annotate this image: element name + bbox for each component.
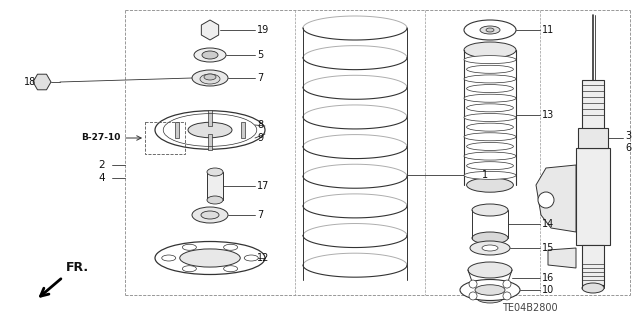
Ellipse shape [486, 28, 494, 32]
Ellipse shape [464, 133, 516, 141]
Ellipse shape [467, 65, 513, 73]
Text: 5: 5 [257, 50, 263, 60]
Ellipse shape [182, 266, 196, 272]
Text: B-27-10: B-27-10 [82, 133, 121, 143]
Ellipse shape [470, 241, 510, 255]
Ellipse shape [162, 255, 176, 261]
Ellipse shape [475, 285, 505, 295]
Ellipse shape [472, 204, 508, 216]
Ellipse shape [467, 162, 513, 170]
Ellipse shape [192, 207, 228, 223]
Text: 7: 7 [257, 73, 263, 83]
Bar [582, 245, 604, 285]
Ellipse shape [464, 171, 516, 179]
Text: 16: 16 [542, 273, 554, 283]
Text: 4: 4 [98, 173, 104, 183]
Ellipse shape [464, 42, 516, 58]
Circle shape [503, 292, 511, 300]
Text: 17: 17 [257, 181, 269, 191]
Ellipse shape [182, 244, 196, 250]
Ellipse shape [467, 142, 513, 151]
Text: TE04B2800: TE04B2800 [502, 303, 558, 313]
Bar [241, 122, 245, 138]
Text: 11: 11 [542, 25, 554, 35]
Ellipse shape [464, 75, 516, 83]
Text: 7: 7 [257, 210, 263, 220]
Bar [208, 134, 212, 150]
Ellipse shape [474, 280, 506, 292]
Ellipse shape [223, 244, 237, 250]
Ellipse shape [192, 70, 228, 86]
Ellipse shape [155, 111, 265, 149]
Ellipse shape [460, 279, 520, 300]
Ellipse shape [467, 178, 513, 192]
Bar [207, 172, 223, 200]
Ellipse shape [464, 94, 516, 102]
Circle shape [469, 280, 477, 288]
Ellipse shape [223, 266, 237, 272]
Polygon shape [33, 74, 51, 90]
Text: 15: 15 [542, 243, 554, 253]
Ellipse shape [207, 168, 223, 176]
Ellipse shape [180, 249, 240, 267]
Text: 18: 18 [24, 77, 36, 87]
Ellipse shape [467, 85, 513, 93]
Circle shape [538, 192, 554, 208]
Ellipse shape [472, 232, 508, 244]
Ellipse shape [200, 74, 220, 84]
Ellipse shape [194, 48, 226, 62]
Text: FR.: FR. [66, 261, 89, 274]
Polygon shape [536, 165, 576, 232]
Bar [208, 110, 212, 126]
Text: 8: 8 [257, 120, 263, 130]
Ellipse shape [188, 122, 232, 138]
Text: 1: 1 [482, 170, 488, 180]
Ellipse shape [464, 114, 516, 122]
Ellipse shape [467, 104, 513, 112]
Ellipse shape [244, 255, 259, 261]
Ellipse shape [482, 245, 498, 251]
Ellipse shape [155, 241, 265, 275]
Ellipse shape [207, 196, 223, 204]
Text: 12: 12 [257, 253, 269, 263]
Bar [175, 122, 179, 138]
Text: 3: 3 [625, 131, 631, 141]
Ellipse shape [464, 56, 516, 64]
Bar [582, 80, 604, 130]
Circle shape [469, 292, 477, 300]
Circle shape [38, 78, 46, 86]
Ellipse shape [467, 123, 513, 131]
Ellipse shape [204, 74, 216, 80]
Ellipse shape [202, 51, 218, 59]
Ellipse shape [582, 283, 604, 293]
Polygon shape [548, 248, 576, 268]
Text: 19: 19 [257, 25, 269, 35]
Ellipse shape [464, 152, 516, 160]
Ellipse shape [464, 20, 516, 40]
Ellipse shape [468, 262, 512, 278]
Circle shape [503, 280, 511, 288]
Ellipse shape [480, 26, 500, 34]
Text: 13: 13 [542, 110, 554, 120]
Polygon shape [202, 20, 219, 40]
Text: 14: 14 [542, 219, 554, 229]
Text: 10: 10 [542, 285, 554, 295]
Text: 2: 2 [98, 160, 104, 170]
Bar [576, 148, 610, 245]
Text: 9: 9 [257, 133, 263, 143]
Circle shape [206, 26, 214, 34]
Text: 6: 6 [625, 143, 631, 153]
Ellipse shape [477, 293, 503, 303]
Ellipse shape [201, 211, 219, 219]
Bar [578, 128, 608, 148]
